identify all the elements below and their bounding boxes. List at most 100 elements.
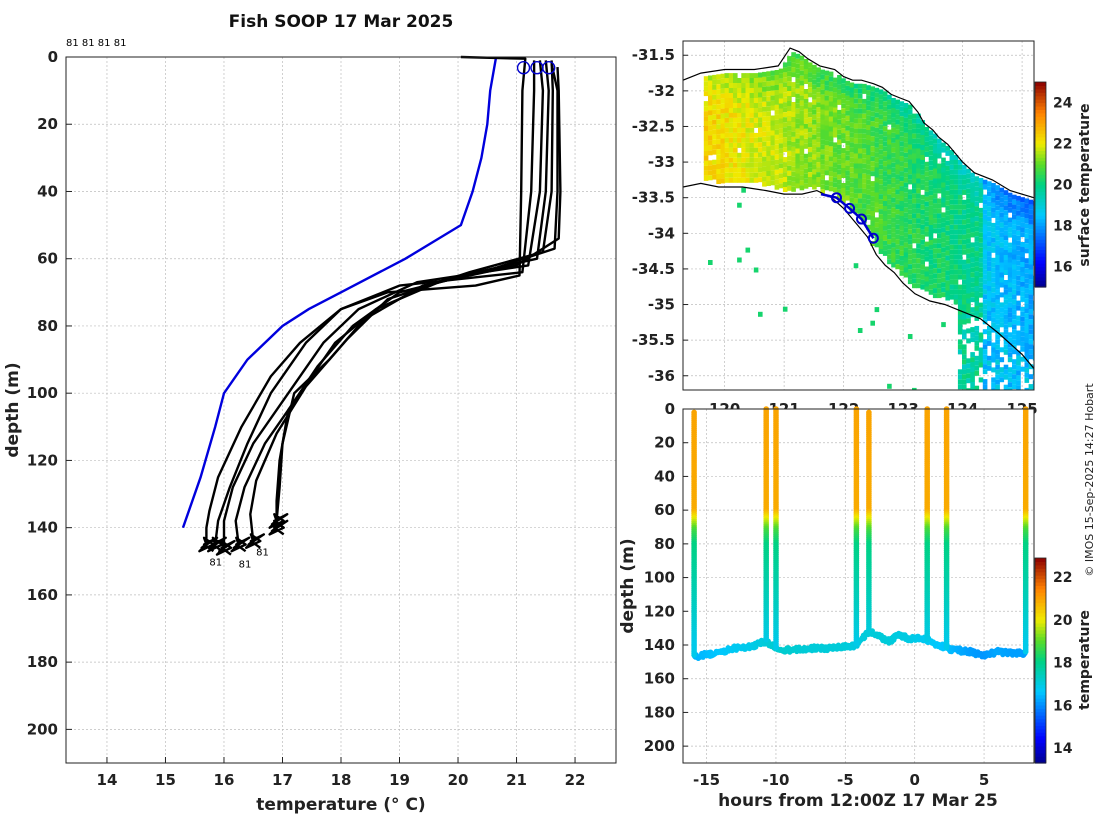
sst-pixel [820, 109, 825, 115]
sst-pixel [945, 175, 950, 181]
sst-pixel [962, 379, 967, 385]
sst-pixel [703, 116, 709, 122]
sst-pixel [995, 284, 1000, 290]
sst-pixel [853, 133, 859, 139]
sst-pixel [837, 84, 842, 90]
sst-pixel [962, 264, 967, 270]
sst-pixel [962, 384, 967, 390]
sst-pixel [987, 216, 992, 222]
time-depth-colorbar-segment [1035, 622, 1046, 627]
sst-pixel [753, 142, 759, 148]
sst-pixel [857, 88, 863, 94]
sst-pixel [1020, 306, 1025, 312]
sst-pixel [824, 135, 830, 141]
sst-pixel [803, 183, 809, 189]
sst-pixel [807, 82, 813, 88]
sst-pixel [762, 166, 767, 172]
map-colorbar-segment [1035, 276, 1046, 281]
sst-pixel [995, 200, 1000, 206]
sst-pixel [962, 269, 967, 275]
sst-pixel [866, 214, 871, 220]
sst-pixel [733, 127, 738, 133]
sst-pixel [912, 148, 917, 154]
sst-pixel [916, 258, 921, 264]
sst-pixel [762, 156, 767, 162]
sst-pixel [720, 143, 726, 149]
sst-pixel [912, 123, 917, 129]
sst-pixel [974, 261, 980, 267]
time-depth-colorbar-segment [1035, 612, 1046, 617]
sst-pixel [770, 165, 776, 171]
sst-pixel [703, 106, 709, 112]
sst-pixel [1016, 245, 1021, 251]
sst-pixel [982, 329, 988, 335]
sst-pixel [1012, 294, 1017, 300]
time-depth-colorbar-segment [1035, 599, 1046, 604]
sst-pixel [845, 195, 850, 201]
sst-pixel [812, 89, 817, 95]
sst-pixel [703, 175, 709, 181]
sst-pixel [932, 268, 938, 274]
sst-pixel [845, 105, 850, 111]
sst-pixel [1007, 207, 1013, 213]
sst-pixel [987, 291, 992, 296]
sst-pixel [970, 182, 975, 188]
sst-pixel [1032, 320, 1034, 326]
map-colorbar-segment [1035, 218, 1046, 223]
sst-pixel [1007, 202, 1013, 208]
sst-pixel [724, 122, 730, 128]
sst-pixel [758, 157, 763, 163]
time-depth-colorbar-segment [1035, 687, 1046, 692]
sst-pixel [737, 117, 742, 123]
sst-pixel [832, 87, 838, 93]
sst-pixel [962, 229, 967, 235]
sst-pixel [878, 129, 884, 135]
profile-y-tick-label: 100 [27, 384, 58, 402]
sst-pixel [1028, 274, 1034, 280]
sst-pixel [728, 132, 734, 138]
sst-pixel [1028, 289, 1034, 295]
sst-pixel [903, 252, 909, 258]
sst-pixel [841, 192, 846, 198]
sst-pixel [907, 234, 913, 240]
sst-pixel [853, 93, 859, 99]
sst-pixel [803, 69, 809, 74]
sst-pixel [1028, 354, 1034, 360]
sst-pixel [716, 109, 721, 115]
sst-pixel [978, 272, 984, 278]
sst-pixel [974, 360, 980, 366]
sst-pixel [932, 153, 938, 159]
sst-pixel [941, 292, 946, 298]
sst-pixel [857, 213, 863, 219]
sst-pixel [1012, 324, 1017, 330]
sst-pixel [1020, 271, 1025, 277]
sst-pixel [712, 99, 717, 105]
sst-pixel [941, 267, 946, 273]
sst-pixel [845, 130, 850, 136]
map-colorbar-segment [1035, 208, 1046, 213]
sst-pixel [762, 96, 767, 102]
sst-pixel [1003, 299, 1009, 305]
sst-pixel [995, 319, 1000, 325]
sst-pixel [895, 154, 900, 160]
sst-pixel [966, 328, 971, 334]
sst-pixel [733, 167, 738, 173]
sst-pixel [928, 155, 934, 161]
sst-pixel [778, 158, 784, 164]
sst-pixel [820, 139, 825, 145]
sst-pixel [803, 103, 809, 109]
sst-pixel [999, 302, 1005, 308]
sst-pixel [1007, 312, 1013, 318]
sst-pixel [812, 94, 817, 100]
sst-pixel [1016, 385, 1021, 390]
sst-pixel [907, 119, 913, 125]
sst-pixel [845, 190, 850, 196]
sst-pixel [1024, 213, 1030, 219]
sst-pixel [720, 108, 726, 114]
sst-pixel [728, 127, 734, 133]
sst-pixel [841, 128, 846, 134]
sst-pixel [957, 264, 963, 270]
sst-pixel [807, 162, 813, 168]
sst-pixel [799, 115, 805, 121]
map-colorbar-segment [1035, 246, 1046, 251]
